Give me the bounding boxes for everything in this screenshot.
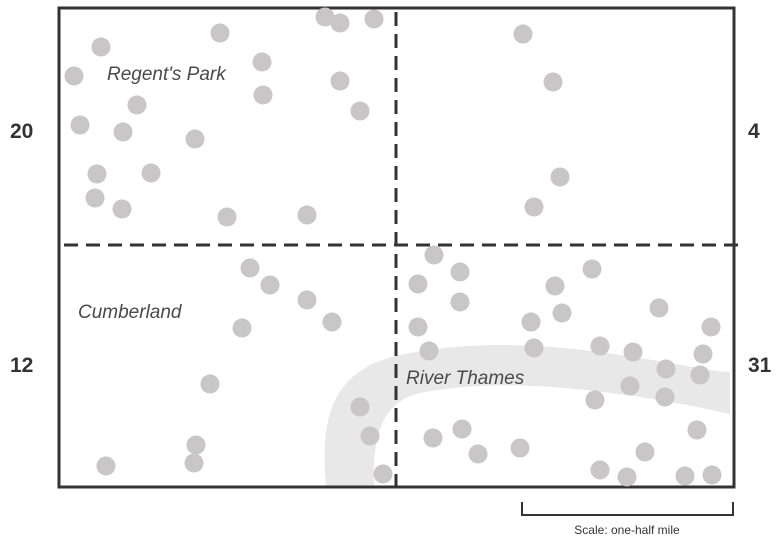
map-point — [113, 122, 133, 142]
map-point — [185, 129, 205, 149]
map-point — [297, 205, 317, 225]
map-point — [360, 426, 380, 446]
map-point — [423, 428, 443, 448]
map-point — [350, 397, 370, 417]
map-point — [543, 72, 563, 92]
map-point — [64, 66, 84, 86]
map-point — [419, 341, 439, 361]
map-point — [127, 95, 147, 115]
map-point — [452, 419, 472, 439]
scale-bar — [521, 502, 734, 516]
map-point — [655, 387, 675, 407]
map-point — [424, 245, 444, 265]
map-point — [112, 199, 132, 219]
map-point — [200, 374, 220, 394]
map-point — [373, 464, 393, 484]
map-point — [550, 167, 570, 187]
map-point — [260, 275, 280, 295]
count-bottom-left: 12 — [10, 354, 33, 377]
map-point — [585, 390, 605, 410]
map-point — [330, 13, 350, 33]
map-point — [297, 290, 317, 310]
map-point — [702, 465, 722, 485]
map-point — [253, 85, 273, 105]
scale-label: Scale: one-half mile — [574, 523, 680, 537]
map-point — [690, 365, 710, 385]
map-point — [408, 317, 428, 337]
map-point — [322, 312, 342, 332]
map-point — [315, 7, 335, 27]
label-cumberland: Cumberland — [78, 302, 183, 323]
map-point — [582, 259, 602, 279]
map-point — [96, 456, 116, 476]
count-top-right: 4 — [748, 120, 760, 143]
map-point — [240, 258, 260, 278]
map-point — [552, 303, 572, 323]
map-point — [521, 312, 541, 332]
map-point — [408, 274, 428, 294]
map-point — [623, 342, 643, 362]
map-point — [656, 359, 676, 379]
map-point — [364, 9, 384, 29]
map-point — [141, 163, 161, 183]
label-river-thames: River Thames — [406, 368, 525, 389]
map-point — [545, 276, 565, 296]
map-point — [701, 317, 721, 337]
map-point — [675, 466, 695, 486]
map-point — [210, 23, 230, 43]
map-point — [184, 453, 204, 473]
map-point — [450, 292, 470, 312]
map-point — [524, 338, 544, 358]
map-point — [330, 71, 350, 91]
map-point — [524, 197, 544, 217]
map-point — [510, 438, 530, 458]
map-point — [85, 188, 105, 208]
map-point — [217, 207, 237, 227]
map-point — [693, 344, 713, 364]
map-point — [513, 24, 533, 44]
map-point — [186, 435, 206, 455]
map-point — [687, 420, 707, 440]
map-point — [70, 115, 90, 135]
label-regents-park: Regent's Park — [107, 64, 227, 85]
map-frame — [57, 6, 736, 489]
map-point — [617, 467, 637, 487]
point-layer — [64, 7, 722, 487]
map-point — [590, 336, 610, 356]
map-point — [232, 318, 252, 338]
map-point — [590, 460, 610, 480]
count-top-left: 20 — [10, 120, 33, 143]
count-bottom-right: 31 — [748, 354, 772, 377]
map-point — [252, 52, 272, 72]
map-point — [87, 164, 107, 184]
map-point — [649, 298, 669, 318]
map-point — [468, 444, 488, 464]
map-point — [350, 101, 370, 121]
map-point — [91, 37, 111, 57]
map-point — [635, 442, 655, 462]
map-point — [620, 376, 640, 396]
map-point — [450, 262, 470, 282]
